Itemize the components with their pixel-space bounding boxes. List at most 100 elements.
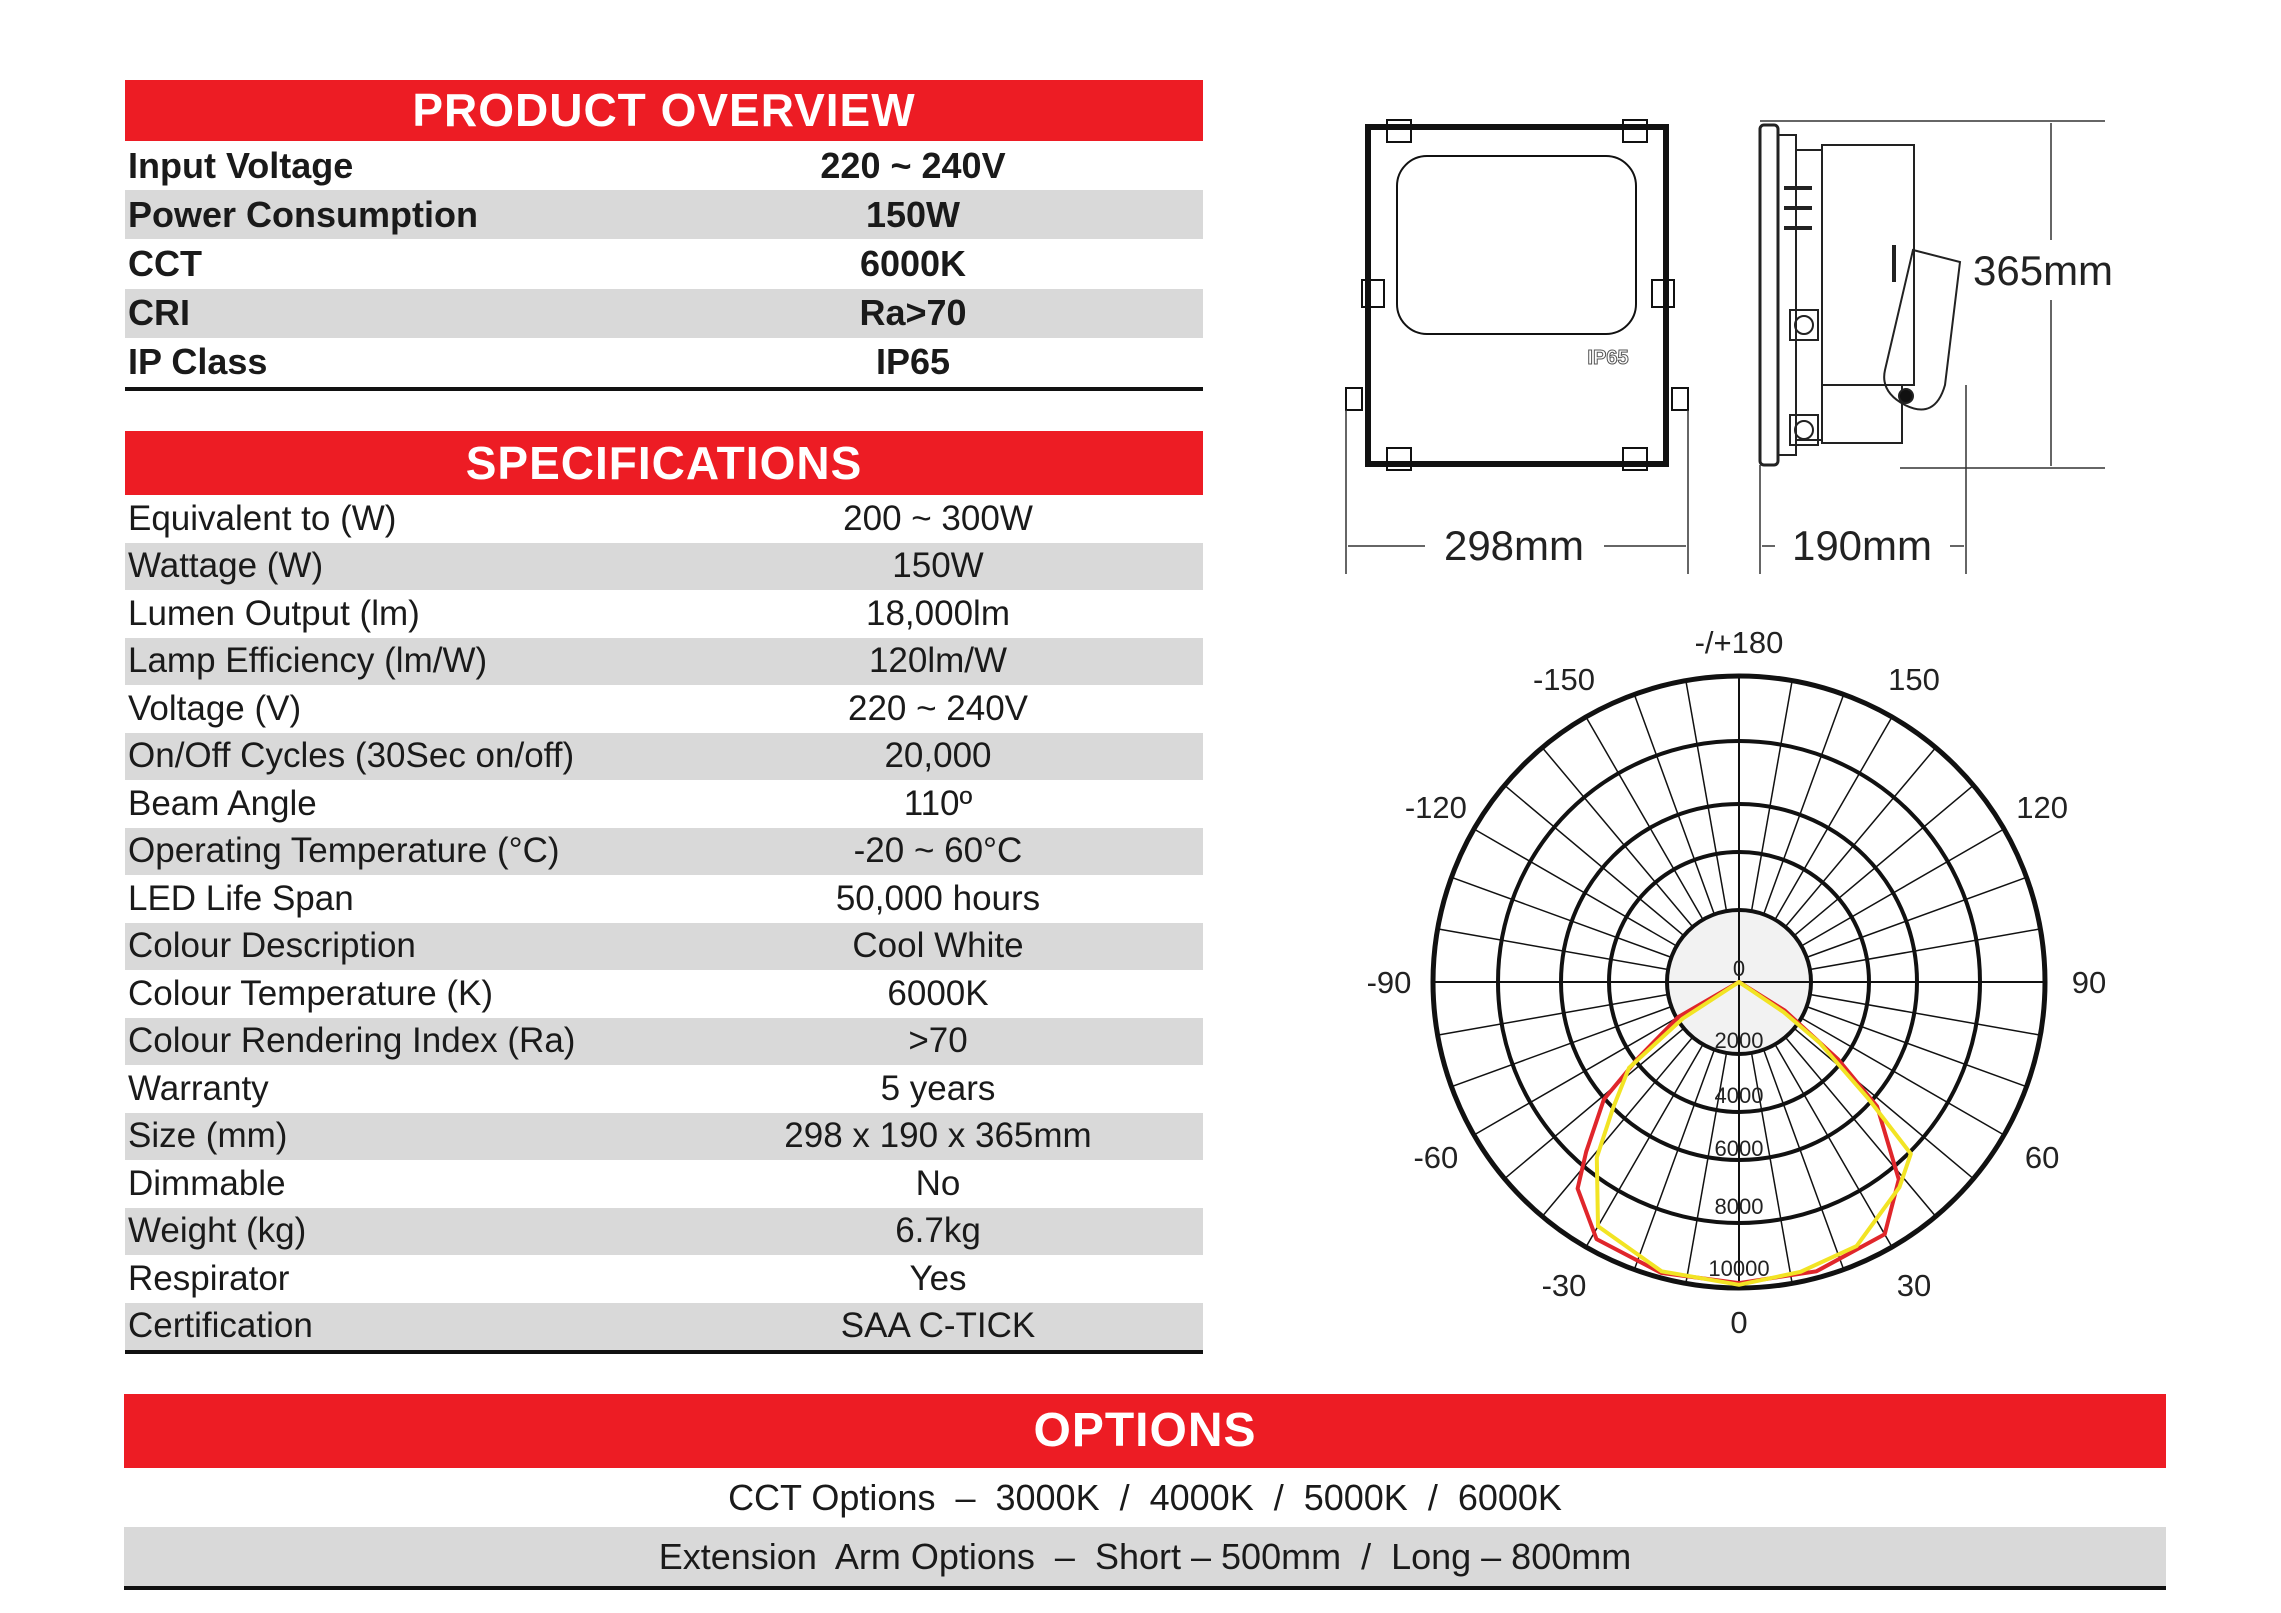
table-row: CRI Ra>70 bbox=[125, 288, 1203, 338]
product-overview-header: PRODUCT OVERVIEW bbox=[125, 80, 1203, 141]
spoke-line bbox=[1437, 993, 1669, 1036]
ring-circle bbox=[1559, 802, 1919, 1162]
spoke-line bbox=[1633, 1049, 1716, 1270]
table-row: Colour Temperature (K) 6000K bbox=[125, 970, 1203, 1018]
row-value: 50,000 hours bbox=[835, 878, 1041, 918]
table-row: Lamp Efficiency (lm/W) 120lm/W bbox=[125, 637, 1203, 685]
table-row: Size (mm) 298 x 190 x 365mm bbox=[125, 1112, 1203, 1160]
ring-circle bbox=[1665, 908, 1813, 1056]
table-row: CCT 6000K bbox=[125, 239, 1203, 288]
row-label: Colour Description bbox=[128, 926, 416, 966]
row-value: 220 ~ 240V bbox=[847, 688, 1029, 728]
spoke-line bbox=[1473, 828, 1678, 947]
options-table: CCT Options – 3000K / 4000K / 5000K / 60… bbox=[124, 1468, 2166, 1590]
row-value: Cool White bbox=[852, 926, 1024, 966]
spoke-line bbox=[1774, 716, 1893, 921]
ring-circle bbox=[1430, 673, 2048, 1291]
table-row: Power Consumption 150W bbox=[125, 190, 1203, 240]
angle-tick-label: -60 bbox=[1413, 1140, 1458, 1175]
row-value: 6.7kg bbox=[895, 1211, 981, 1251]
table-row: Wattage (W) 150W bbox=[125, 542, 1203, 590]
spoke-line bbox=[1473, 1017, 1678, 1136]
table-row: Dimmable No bbox=[125, 1160, 1203, 1208]
table-row: Colour Description Cool White bbox=[125, 922, 1203, 970]
row-label: Voltage (V) bbox=[128, 688, 302, 728]
row-label: Warranty bbox=[128, 1068, 269, 1108]
angle-tick-label: 90 bbox=[2072, 965, 2106, 1000]
table-row: LED Life Span 50,000 hours bbox=[125, 875, 1203, 923]
row-label: Equivalent to (W) bbox=[128, 498, 397, 538]
angle-tick-label: 120 bbox=[2016, 790, 2068, 825]
row-value: Yes bbox=[909, 1258, 967, 1298]
radial-tick-label: 8000 bbox=[1715, 1194, 1764, 1219]
row-label: Respirator bbox=[128, 1258, 290, 1298]
spoke-line bbox=[1504, 784, 1685, 937]
table-row: Certification SAA C-TICK bbox=[125, 1302, 1203, 1350]
table-row: Equivalent to (W) 200 ~ 300W bbox=[125, 495, 1203, 543]
row-label: Weight (kg) bbox=[128, 1211, 307, 1251]
cct-options-row: CCT Options – 3000K / 4000K / 5000K / 60… bbox=[728, 1476, 1562, 1518]
row-value: 5 years bbox=[880, 1068, 996, 1108]
spoke-line bbox=[1585, 1043, 1704, 1248]
spoke-line bbox=[1774, 1043, 1893, 1248]
angle-tick-label: 150 bbox=[1888, 662, 1940, 697]
ring-circle bbox=[1607, 850, 1871, 1114]
spoke-line bbox=[1784, 747, 1937, 928]
row-value: 18,000lm bbox=[866, 593, 1010, 633]
spoke-line bbox=[1685, 1052, 1728, 1284]
table-row: Beam Angle 110º bbox=[125, 780, 1203, 828]
ring-circle bbox=[1496, 739, 1982, 1225]
spoke-line bbox=[1541, 1036, 1694, 1217]
height-dimension-label: 365mm bbox=[1973, 247, 2113, 294]
table-row: On/Off Cycles (30Sec on/off) 20,000 bbox=[125, 732, 1203, 780]
ip65-badge: IP65 bbox=[1587, 347, 1628, 369]
options-header: OPTIONS bbox=[124, 1394, 2166, 1468]
angle-tick-label: -150 bbox=[1533, 662, 1595, 697]
row-label: Certification bbox=[128, 1306, 313, 1346]
front-view bbox=[1345, 119, 1689, 471]
spoke-line bbox=[1806, 1005, 2027, 1088]
spoke-line bbox=[1633, 694, 1716, 915]
spoke-line bbox=[1750, 1052, 1793, 1284]
spoke-line bbox=[1451, 1005, 1672, 1088]
width-dimension-label: 298mm bbox=[1444, 522, 1584, 569]
spoke-line bbox=[1793, 1027, 1974, 1180]
spoke-line bbox=[1750, 680, 1793, 912]
row-label: Size (mm) bbox=[128, 1116, 288, 1156]
radial-tick-label: 10000 bbox=[1708, 1256, 1769, 1281]
dimension-lines bbox=[1345, 120, 2105, 574]
row-value: 150W bbox=[865, 193, 961, 235]
angle-tick-label: 30 bbox=[1897, 1268, 1931, 1303]
row-value: Ra>70 bbox=[859, 292, 967, 334]
specifications-header: SPECIFICATIONS bbox=[125, 431, 1203, 495]
row-value: IP65 bbox=[875, 341, 951, 383]
row-label: Colour Rendering Index (Ra) bbox=[128, 1021, 576, 1061]
radial-tick-label: 0 bbox=[1733, 956, 1745, 981]
row-value: 20,000 bbox=[884, 736, 992, 776]
angle-tick-label: -/+180 bbox=[1695, 625, 1784, 660]
spoke-line bbox=[1685, 680, 1728, 912]
spoke-line bbox=[1800, 1017, 2005, 1136]
angle-tick-label: 0 bbox=[1730, 1305, 1747, 1340]
front-housing-outline bbox=[1365, 124, 1669, 467]
spoke-line bbox=[1806, 876, 2027, 959]
row-value: SAA C-TICK bbox=[840, 1306, 1036, 1346]
row-value: >70 bbox=[908, 1021, 968, 1061]
front-lens-window bbox=[1396, 155, 1637, 335]
radial-tick-label: 4000 bbox=[1715, 1083, 1764, 1108]
row-label: Dimmable bbox=[128, 1163, 286, 1203]
radial-tick-label: 6000 bbox=[1715, 1136, 1764, 1161]
table-row: Weight (kg) 6.7kg bbox=[125, 1207, 1203, 1255]
intensity-curve bbox=[1594, 980, 1913, 1287]
spoke-line bbox=[1451, 876, 1672, 959]
spoke-line bbox=[1585, 716, 1704, 921]
table-row: IP Class IP65 bbox=[125, 338, 1203, 387]
row-value: 150W bbox=[892, 546, 984, 586]
table-row: Operating Temperature (°C) -20 ~ 60°C bbox=[125, 827, 1203, 875]
angle-tick-label: -90 bbox=[1367, 965, 1412, 1000]
row-value: -20 ~ 60°C bbox=[853, 831, 1023, 871]
row-label: Colour Temperature (K) bbox=[128, 973, 494, 1013]
row-value: 298 x 190 x 365mm bbox=[784, 1116, 1092, 1156]
row-value: 220 ~ 240V bbox=[820, 144, 1006, 186]
extension-arm-options-row: Extension Arm Options – Short – 500mm / … bbox=[124, 1527, 2166, 1586]
